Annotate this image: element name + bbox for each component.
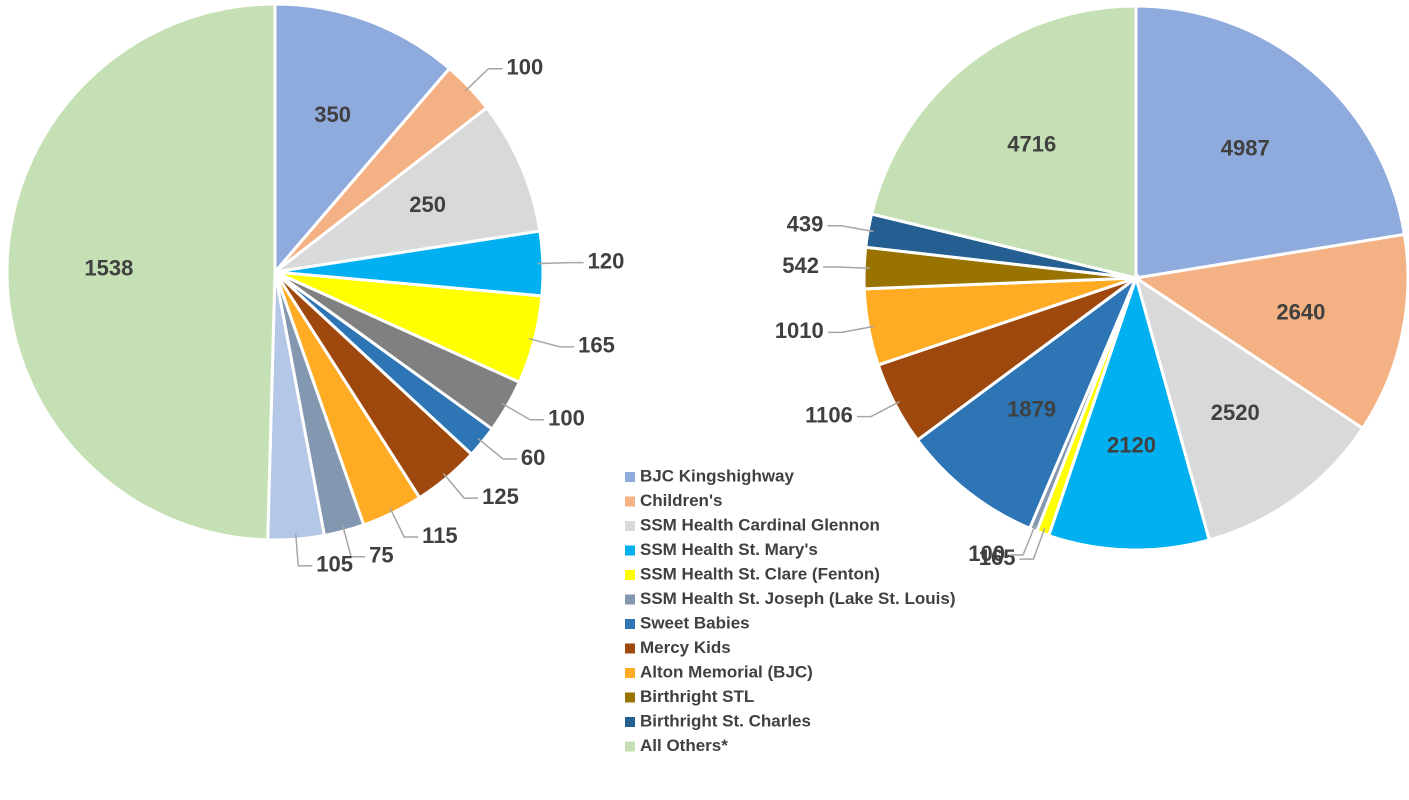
data-label: 542 [782, 253, 819, 278]
pie-slice [1131, 232, 1409, 431]
legend-swatch [625, 496, 635, 507]
legend-label: Birthright STL [640, 687, 754, 706]
data-label: 125 [482, 484, 519, 509]
data-label: 1106 [805, 402, 853, 427]
legend-label: BJC Kingshighway [640, 466, 795, 485]
legend-swatch [625, 594, 635, 605]
legend-swatch [625, 643, 635, 654]
leader-line [823, 266, 870, 269]
data-label: 4716 [1007, 131, 1056, 156]
leader-line [294, 533, 313, 567]
data-label: 60 [521, 445, 545, 470]
legend-label: SSM Health St. Joseph (Lake St. Louis) [640, 589, 956, 608]
data-label: 165 [578, 333, 615, 358]
legend-label: SSM Health St. Clare (Fenton) [640, 564, 880, 583]
data-label: 1538 [84, 256, 133, 281]
data-label: 439 [787, 212, 824, 237]
data-label: 75 [369, 543, 393, 568]
data-label: 250 [409, 192, 446, 217]
pie-slice [269, 105, 542, 275]
legend-label: SSM Health Cardinal Glennon [640, 515, 880, 534]
data-label: 165 [979, 545, 1016, 570]
pie-slice [273, 2, 452, 277]
leader-line [389, 507, 419, 538]
data-label: 350 [314, 102, 351, 127]
pie-slice [1046, 272, 1212, 552]
leader-line [1008, 524, 1037, 556]
legend-label: Birthright St. Charles [640, 711, 811, 730]
legend-swatch [625, 668, 635, 678]
data-label: 1010 [775, 318, 824, 343]
legend-label: SSM Health St. Mary's [640, 540, 818, 559]
data-label: 100 [968, 541, 1005, 566]
legend-swatch [625, 741, 635, 752]
legend-label: Mercy Kids [640, 638, 731, 657]
data-label: 105 [316, 552, 353, 577]
data-label: 2640 [1276, 299, 1325, 324]
legend-label: All Others* [640, 736, 728, 755]
legend-label: Alton Memorial (BJC) [640, 662, 813, 681]
leader-line [528, 337, 575, 348]
legend-label: Sweet Babies [640, 613, 750, 632]
pie-slice [1133, 274, 1365, 542]
leader-line [856, 400, 901, 418]
legend-swatch [625, 619, 635, 629]
data-label: 4987 [1221, 135, 1270, 160]
leader-line [827, 325, 875, 334]
data-label: 2520 [1211, 400, 1260, 425]
legend-swatch [625, 545, 635, 556]
legend-label: Children's [640, 491, 722, 510]
leader-line [477, 437, 517, 460]
pie-slice [915, 273, 1140, 531]
leader-line [1019, 528, 1046, 560]
pie-slice [869, 4, 1138, 280]
data-label: 115 [422, 523, 458, 548]
leader-line [342, 525, 366, 558]
leader-line [827, 225, 874, 233]
legend-swatch [625, 472, 635, 482]
leader-line [442, 472, 479, 499]
legend-swatch [625, 521, 635, 531]
data-label: 100 [507, 55, 544, 80]
data-label: 2120 [1107, 432, 1156, 457]
leader-line [464, 67, 503, 92]
legend-swatch [625, 570, 635, 580]
pie-slice [1134, 4, 1407, 280]
legend-swatch [625, 692, 635, 703]
pie-slice [5, 2, 277, 542]
data-label: 1879 [1007, 396, 1056, 421]
legend-swatch [625, 717, 635, 727]
data-label: 120 [588, 248, 625, 273]
leader-line [537, 261, 584, 265]
data-label: 100 [548, 406, 585, 431]
leader-line [501, 402, 545, 421]
